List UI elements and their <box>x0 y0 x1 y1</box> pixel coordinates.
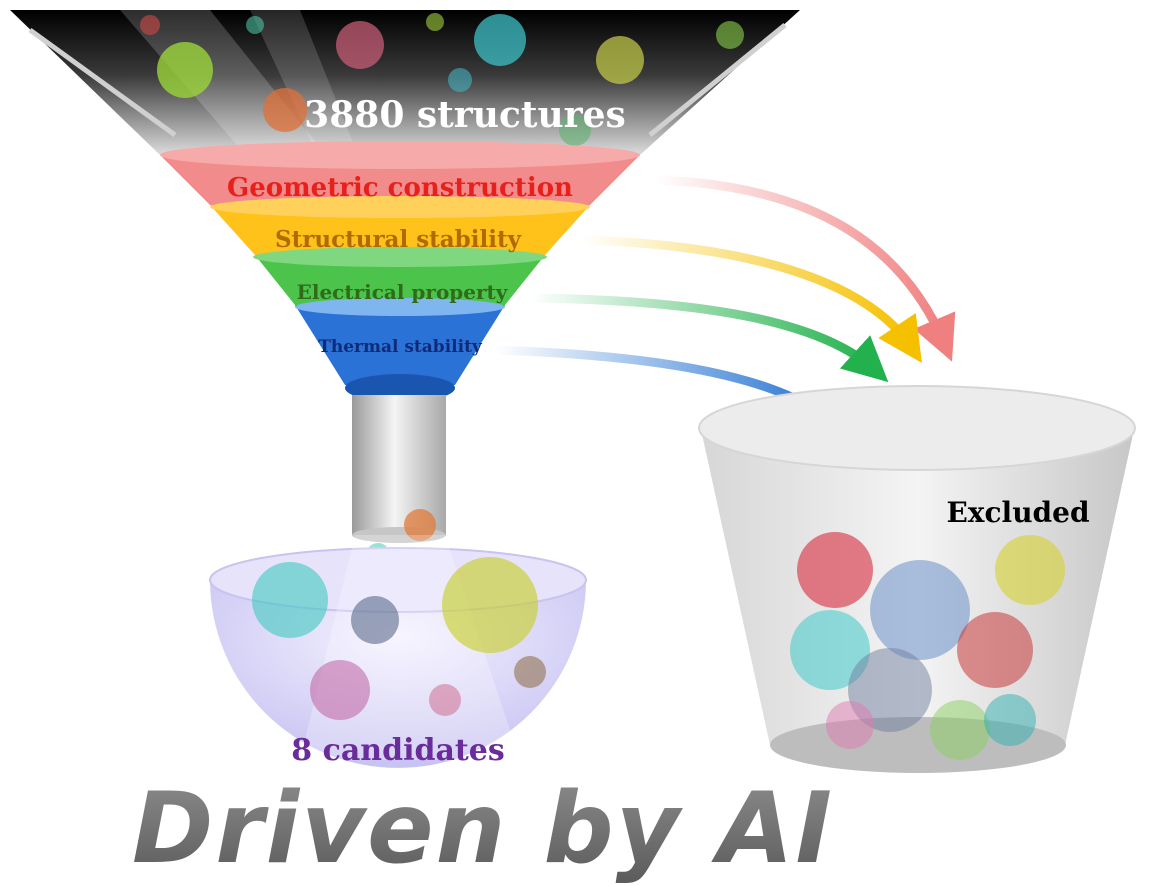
inner-arrow-left <box>28 27 177 138</box>
crystal-structures-top <box>140 13 744 146</box>
funnel-spout <box>352 395 446 535</box>
light-beam <box>250 10 360 160</box>
crystal-structures-excluded <box>790 532 1065 760</box>
stage-label-geometric: Geometric construction <box>227 173 573 203</box>
band-geometric-rim <box>160 141 640 169</box>
arrow-geometric <box>654 175 956 362</box>
funnel: 3880 structures Geometric construction S… <box>10 10 800 402</box>
bin-rim <box>698 385 1136 471</box>
bin-label: Excluded <box>946 496 1089 529</box>
band-structural <box>210 205 590 255</box>
inner-arrow-right <box>648 23 787 137</box>
stage-label-thermal: Thermal stability <box>318 337 483 357</box>
band-electrical <box>255 255 545 305</box>
band-electrical-rim <box>253 247 547 267</box>
arrow-structural <box>579 235 922 363</box>
band-geometric <box>160 155 640 205</box>
stage-label-electrical: Electrical property <box>297 280 509 304</box>
band-thermal <box>295 305 505 385</box>
funnel-top-label: 3880 structures <box>304 94 626 136</box>
slogan: Driven by AI <box>132 772 834 886</box>
stage-label-structural: Structural stability <box>275 226 522 253</box>
bowl-label: 8 candidates <box>291 733 504 768</box>
crystal-structures-candidates <box>252 557 546 720</box>
candidates-bowl: 8 candidates <box>209 535 587 768</box>
arrow-electrical <box>529 293 889 383</box>
falling-crystal <box>404 509 436 541</box>
band-thermal-rim <box>295 298 505 316</box>
exclusion-arrows <box>494 175 956 444</box>
excluded-bin: Excluded <box>698 385 1136 773</box>
band-structural-rim <box>210 196 590 218</box>
